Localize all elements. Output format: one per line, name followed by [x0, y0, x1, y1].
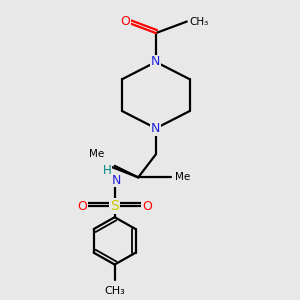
Text: S: S [110, 199, 119, 213]
Text: O: O [142, 200, 152, 213]
Text: N: N [151, 56, 160, 68]
Text: Me: Me [175, 172, 190, 182]
Text: Me: Me [89, 148, 104, 159]
Text: N: N [151, 122, 160, 135]
Text: N: N [112, 174, 121, 187]
Text: O: O [120, 15, 130, 28]
Text: CH₃: CH₃ [104, 286, 125, 296]
Text: H: H [103, 164, 112, 177]
Text: CH₃: CH₃ [190, 16, 209, 26]
Text: O: O [77, 200, 87, 213]
